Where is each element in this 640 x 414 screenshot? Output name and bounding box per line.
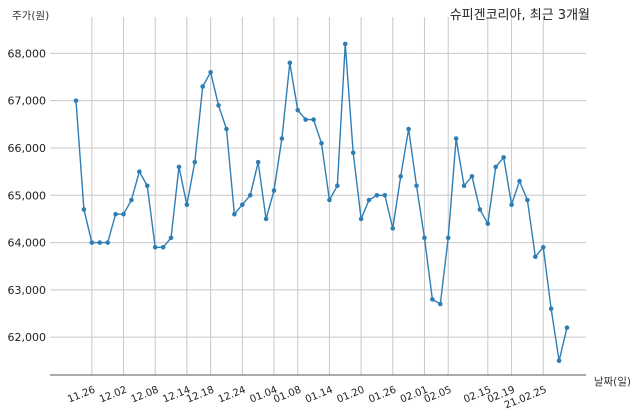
data-point (247, 192, 253, 198)
data-point (200, 84, 206, 89)
data-point (216, 103, 221, 108)
data-point (319, 140, 324, 146)
price-points (73, 41, 570, 364)
y-tick-label: 65,000 (8, 189, 47, 202)
data-point (517, 178, 522, 184)
data-point (358, 216, 364, 222)
data-point (192, 159, 198, 165)
y-tick-label: 62,000 (8, 331, 47, 344)
x-tick-label: 01.20 (336, 385, 367, 406)
data-point (342, 41, 348, 47)
data-point (176, 164, 182, 170)
data-point (422, 235, 427, 241)
y-tick-label: 67,000 (8, 95, 47, 108)
data-point (414, 183, 419, 189)
price-line (75, 43, 568, 361)
data-point (89, 240, 95, 245)
data-point (430, 297, 435, 302)
data-point (366, 197, 372, 203)
data-point (240, 202, 245, 208)
data-point (144, 183, 150, 189)
data-point (81, 207, 87, 212)
data-point (525, 197, 530, 203)
data-point (445, 235, 451, 241)
data-point (374, 192, 380, 198)
data-point (263, 216, 269, 222)
x-tick-label: 12.24 (217, 385, 248, 406)
data-point (137, 169, 142, 174)
data-point (303, 117, 308, 122)
data-point (485, 221, 491, 226)
x-tick-label: 02.05 (423, 385, 454, 406)
data-point (113, 211, 118, 217)
x-tick-label: 12.02 (98, 385, 129, 406)
data-point (509, 202, 514, 208)
x-tick-label: 12.08 (130, 385, 161, 406)
data-point (255, 159, 261, 165)
chart-title: 슈피겐코리아, 최근 3개월 (450, 8, 590, 23)
data-point (556, 358, 562, 364)
grid-lines (50, 17, 586, 375)
data-point (311, 117, 316, 122)
data-point (335, 183, 340, 189)
data-point (232, 211, 237, 217)
y-axis-ticks: 62,000 63,000 64,000 65,000 66,000 67,000 68,0… (8, 47, 47, 344)
data-point (287, 60, 293, 66)
data-point (121, 211, 126, 217)
data-point (453, 136, 459, 141)
data-point (437, 301, 443, 307)
x-tick-label: 01.26 (367, 385, 398, 406)
data-point (382, 192, 388, 198)
data-point (501, 155, 506, 160)
data-point (548, 306, 554, 312)
data-point (184, 202, 190, 208)
data-point (350, 150, 356, 156)
data-point (97, 240, 103, 245)
data-point (279, 136, 285, 141)
data-point (224, 126, 229, 132)
x-tick-label: 12.18 (185, 385, 216, 406)
y-tick-label: 64,000 (8, 237, 47, 250)
data-point (390, 226, 396, 231)
data-point (105, 240, 110, 245)
data-point (406, 126, 411, 132)
y-axis-label: 주가(원) (12, 10, 49, 22)
data-point (73, 98, 79, 103)
data-point (271, 188, 277, 193)
data-point (168, 235, 174, 241)
data-point (469, 174, 475, 179)
x-axis-label: 날짜(일) (594, 375, 631, 388)
x-tick-label: 01.14 (304, 385, 335, 406)
data-point (533, 254, 538, 260)
x-tick-label: 01.08 (272, 385, 303, 406)
data-point (160, 244, 166, 250)
data-point (295, 107, 301, 113)
y-tick-label: 66,000 (8, 142, 47, 155)
y-tick-label: 68,000 (8, 47, 47, 60)
data-point (327, 197, 332, 203)
data-point (540, 244, 546, 250)
data-point (564, 325, 570, 331)
data-point (461, 183, 467, 189)
data-point (208, 69, 213, 75)
data-point (129, 197, 134, 203)
data-point (152, 244, 158, 250)
data-point (493, 164, 499, 170)
data-point (398, 174, 403, 179)
x-tick-label: 11.26 (66, 385, 97, 406)
y-tick-label: 63,000 (8, 284, 47, 297)
data-point (477, 207, 483, 212)
